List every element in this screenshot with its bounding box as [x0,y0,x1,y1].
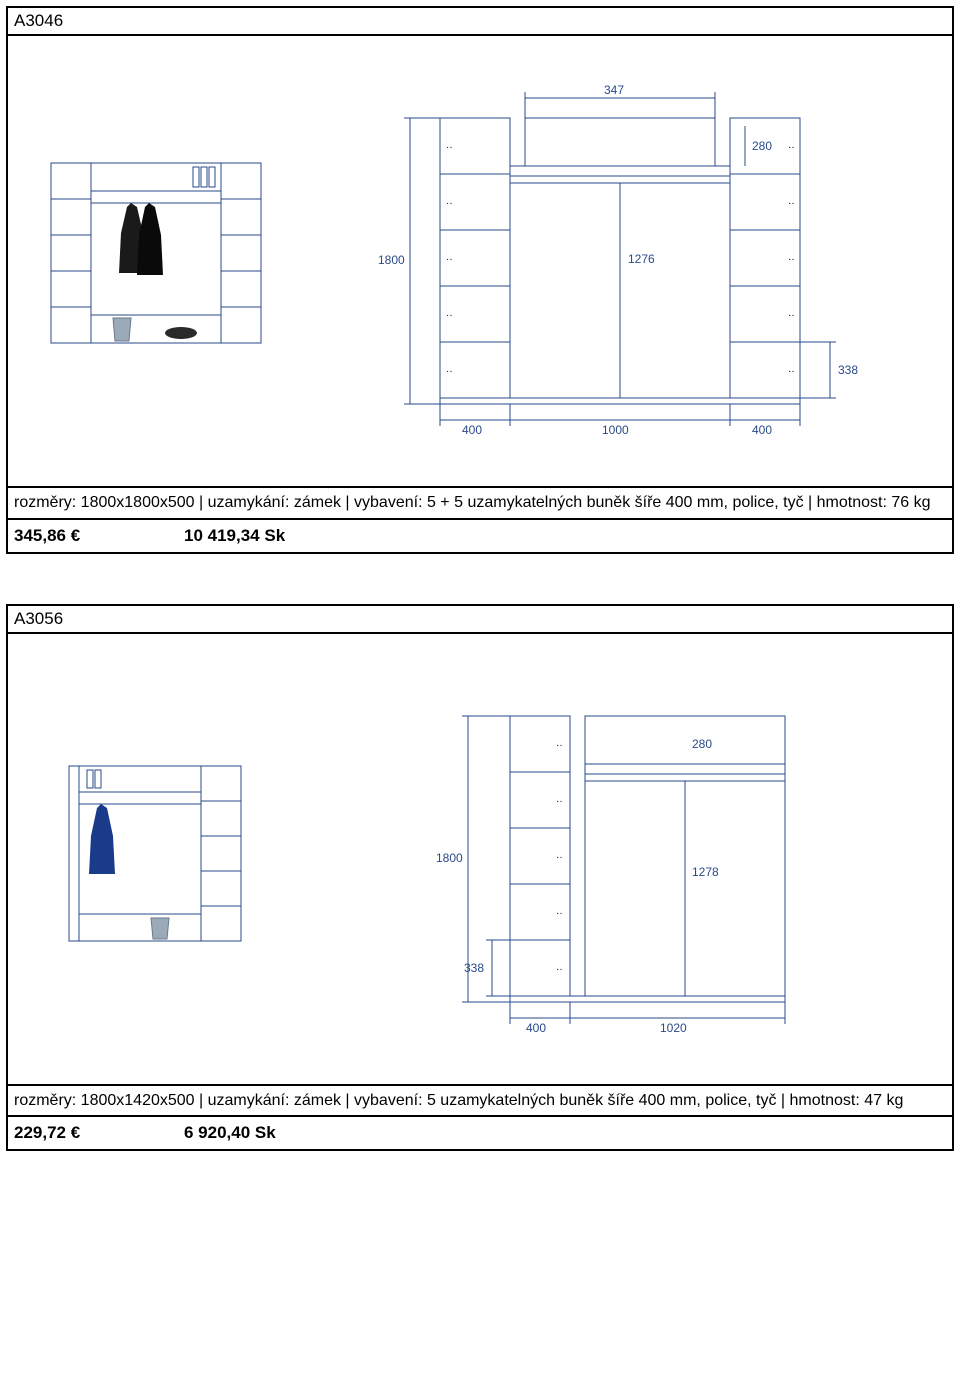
svg-text:··: ·· [788,198,795,209]
price-eur: 345,86 € [14,526,184,546]
svg-text:··: ·· [446,310,453,321]
dim-top-width: 347 [604,83,624,97]
product-code: A3056 [8,606,952,634]
product-photo [16,143,296,363]
dim-w-center: 1020 [660,1021,687,1035]
svg-text:··: ·· [446,254,453,265]
price-eur: 229,72 € [14,1123,184,1143]
product-description: rozměry: 1800x1800x500 | uzamykání: záme… [8,488,952,520]
dim-overall-h: 1800 [436,851,463,865]
diagram-svg: ·· ·· ·· ·· ·· ·· ·· ·· ·· ·· [340,68,900,438]
svg-text:··: ·· [788,310,795,321]
dim-inner-h: 1276 [628,252,655,266]
technical-diagram: ·· ·· ·· ·· ·· ·· ·· ·· ·· ·· [296,68,944,438]
dim-w-left: 400 [462,423,482,437]
price-row: 229,72 € 6 920,40 Sk [8,1117,952,1149]
image-row: ·· ·· ·· ·· ·· ·· ·· ·· ·· ·· [8,36,952,488]
diagram-svg: ·· ·· ·· ·· ·· 1800 [360,666,880,1036]
price-sk: 6 920,40 Sk [184,1123,276,1143]
photo-svg [41,143,271,363]
product-block: A3056 [6,604,954,1152]
dim-inner-h: 1278 [692,865,719,879]
svg-text:··: ·· [556,964,563,975]
product-photo [16,746,296,956]
dim-w-right: 400 [752,423,772,437]
price-row: 345,86 € 10 419,34 Sk [8,520,952,552]
dim-overall-h: 1800 [378,253,405,267]
svg-text:··: ·· [788,142,795,153]
svg-text:··: ·· [788,254,795,265]
photo-svg [51,746,261,956]
svg-text:··: ·· [556,908,563,919]
svg-text:··: ·· [788,366,795,377]
dim-w-center: 1000 [602,423,629,437]
dim-top-shelf: 280 [752,139,772,153]
product-block: A3046 [6,6,954,554]
svg-text:··: ·· [556,852,563,863]
dim-locker-h: 338 [464,961,484,975]
product-code: A3046 [8,8,952,36]
dim-w-left: 400 [526,1021,546,1035]
product-description: rozměry: 1800x1420x500 | uzamykání: záme… [8,1086,952,1118]
svg-text:··: ·· [556,740,563,751]
dim-top-shelf: 280 [692,737,712,751]
svg-text:··: ·· [446,198,453,209]
svg-text:··: ·· [446,366,453,377]
technical-diagram: ·· ·· ·· ·· ·· 1800 [296,666,944,1036]
dim-locker-h: 338 [838,363,858,377]
svg-text:··: ·· [556,796,563,807]
image-row: ·· ·· ·· ·· ·· 1800 [8,634,952,1086]
svg-text:··: ·· [446,142,453,153]
price-sk: 10 419,34 Sk [184,526,285,546]
